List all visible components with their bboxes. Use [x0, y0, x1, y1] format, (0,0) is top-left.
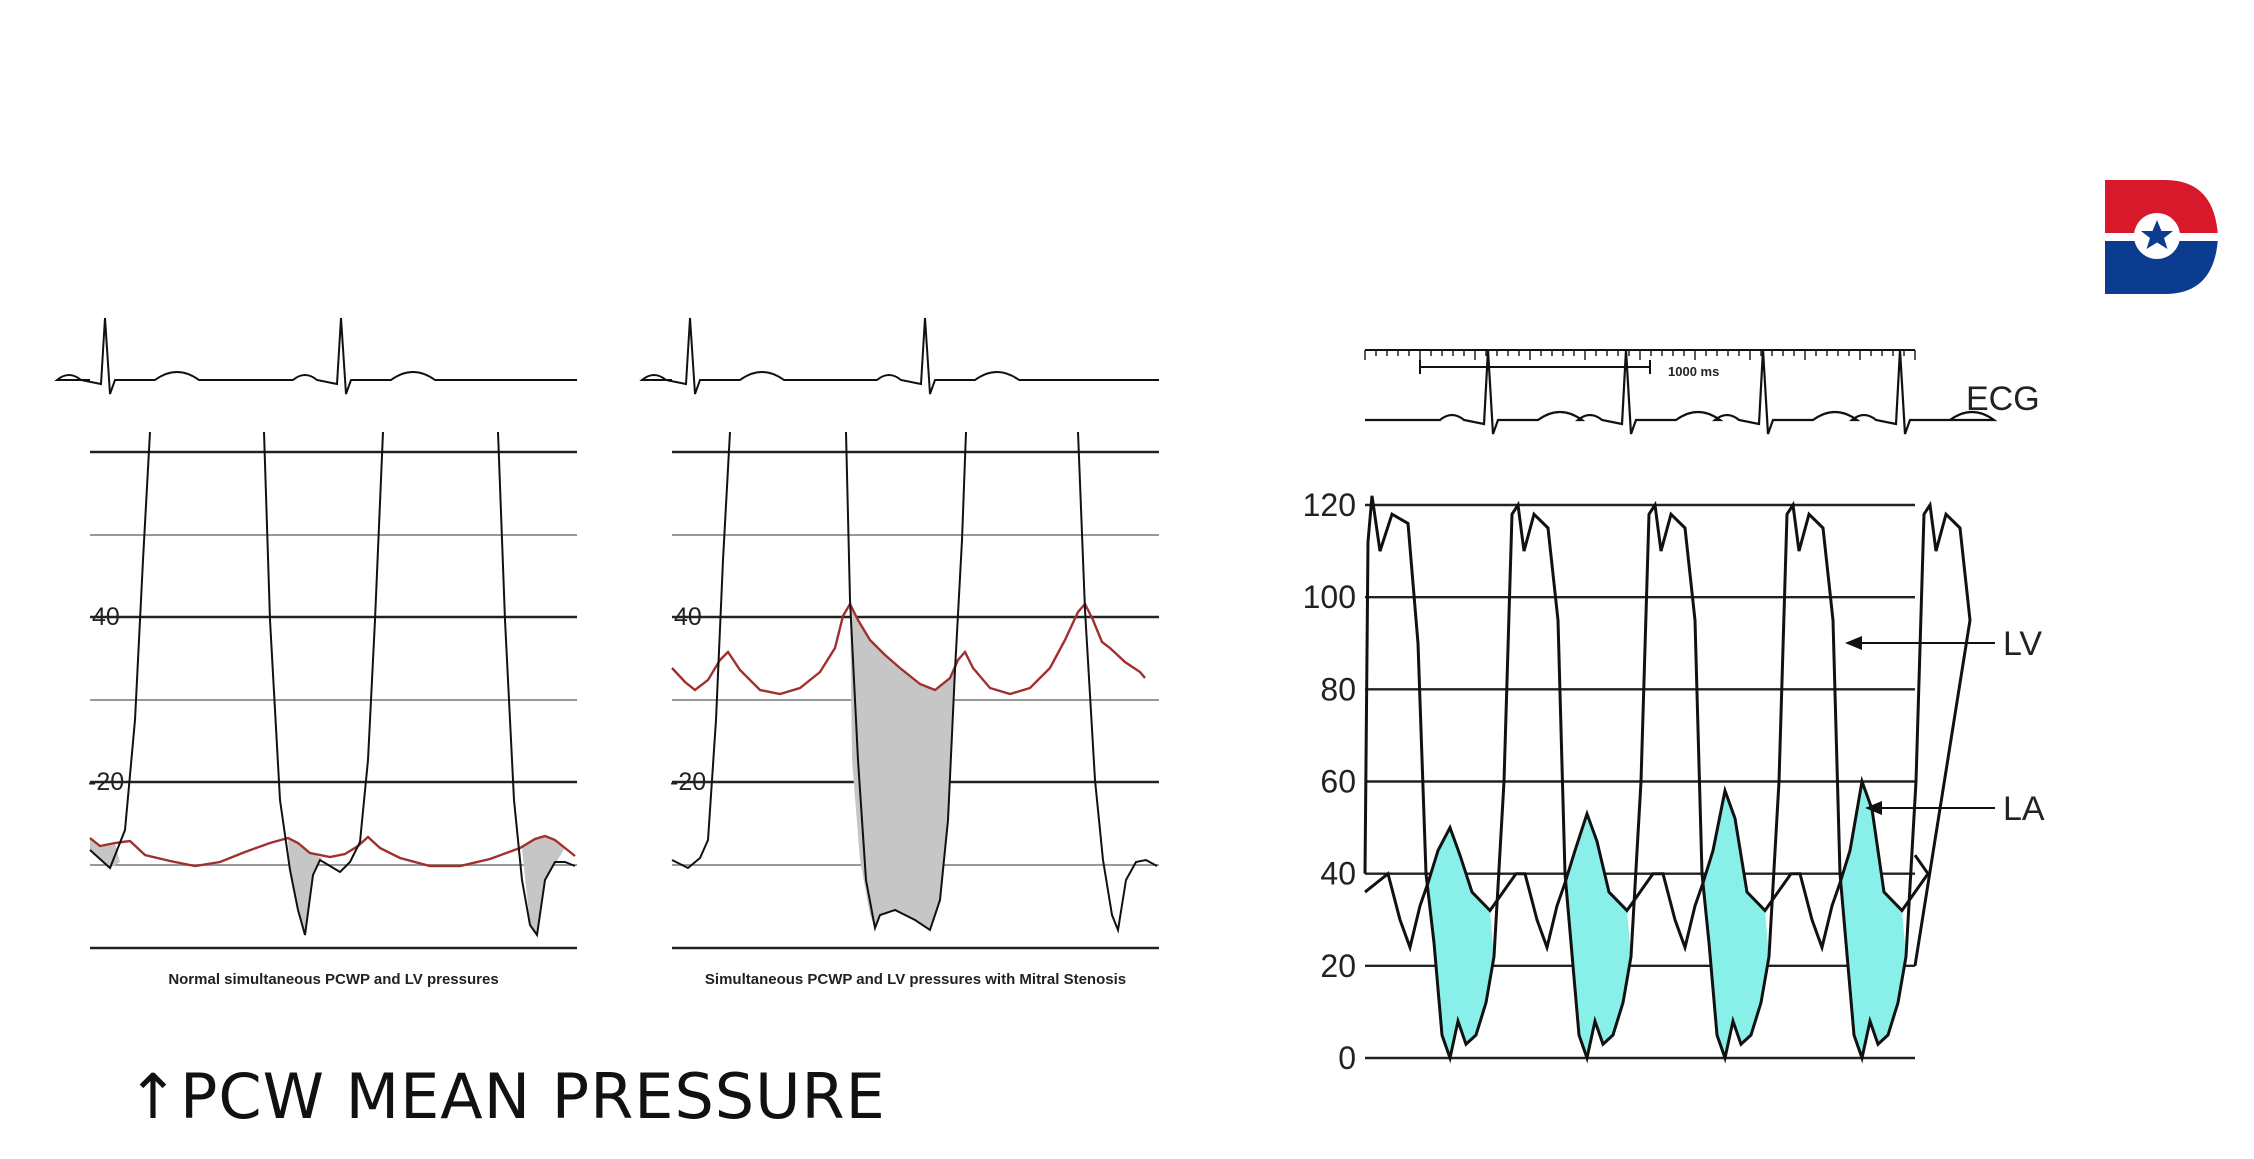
la-trace	[1364, 775, 1930, 953]
chart-caption: Simultaneous PCWP and LV pressures with …	[705, 971, 1126, 988]
y-tick-label: 0	[1338, 1040, 1356, 1076]
lv-trace	[845, 431, 967, 932]
chart-lv-la-pressures: 0 20 40 60 80 100 120 1000 ms ECG LV LA	[1303, 349, 2045, 1076]
ecg-trace	[54, 317, 577, 395]
shaded-gradient-area	[850, 604, 955, 930]
chart-caption: Normal simultaneous PCWP and LV pressure…	[168, 971, 498, 988]
lv-trace	[89, 431, 151, 870]
logo-blue-half	[2105, 237, 2218, 294]
la-arrow-head	[1865, 801, 1882, 815]
lv-trace	[263, 431, 384, 936]
shaded-gradient-area	[1703, 790, 1769, 1058]
ecg-trace	[1365, 349, 1998, 435]
shaded-gradient-area	[288, 840, 322, 935]
series-label-ecg: ECG	[1966, 380, 2040, 418]
pcwp-trace	[89, 834, 576, 868]
lv-trace	[1077, 431, 1158, 934]
y-tick-label: 20	[1320, 948, 1356, 984]
logo-star-icon	[2141, 220, 2173, 249]
ecg-trace	[639, 317, 1159, 395]
shaded-gradient-area	[1428, 827, 1494, 1058]
y-tick-label-minus-20: -20	[670, 768, 706, 796]
texas-flag-d-logo	[2105, 180, 2218, 294]
y-tick-label: 100	[1303, 579, 1356, 615]
chart-mitral-stenosis-pcwp-lv: 40 -20 Simultaneous PCWP and LV pressures …	[639, 317, 1159, 988]
shaded-gradient-area	[1840, 781, 1906, 1058]
scale-label: 1000 ms	[1668, 364, 1719, 379]
lv-trace	[1363, 495, 1972, 1064]
slide-title: ↑PCW MEAN PRESSURE	[127, 1060, 886, 1133]
y-tick-label: 120	[1303, 487, 1356, 523]
y-tick-label-40: 40	[674, 603, 702, 631]
logo-red-half	[2105, 180, 2218, 237]
lv-trace	[497, 431, 576, 938]
y-tick-label: 60	[1320, 764, 1356, 800]
series-label-la: LA	[2003, 790, 2045, 828]
series-label-lv: LV	[2003, 625, 2042, 663]
lv-trace	[671, 431, 731, 870]
y-tick-label: 80	[1320, 671, 1356, 707]
lv-arrow-head	[1845, 636, 1862, 650]
y-tick-label-40: 40	[92, 603, 120, 631]
y-tick-label: 40	[1320, 856, 1356, 892]
y-tick-label-minus-20: -20	[88, 768, 124, 796]
chart-normal-pcwp-lv: 40 -20 Normal simultaneous PCWP and LV pre…	[54, 317, 577, 988]
shaded-gradient-area	[1565, 813, 1631, 1058]
